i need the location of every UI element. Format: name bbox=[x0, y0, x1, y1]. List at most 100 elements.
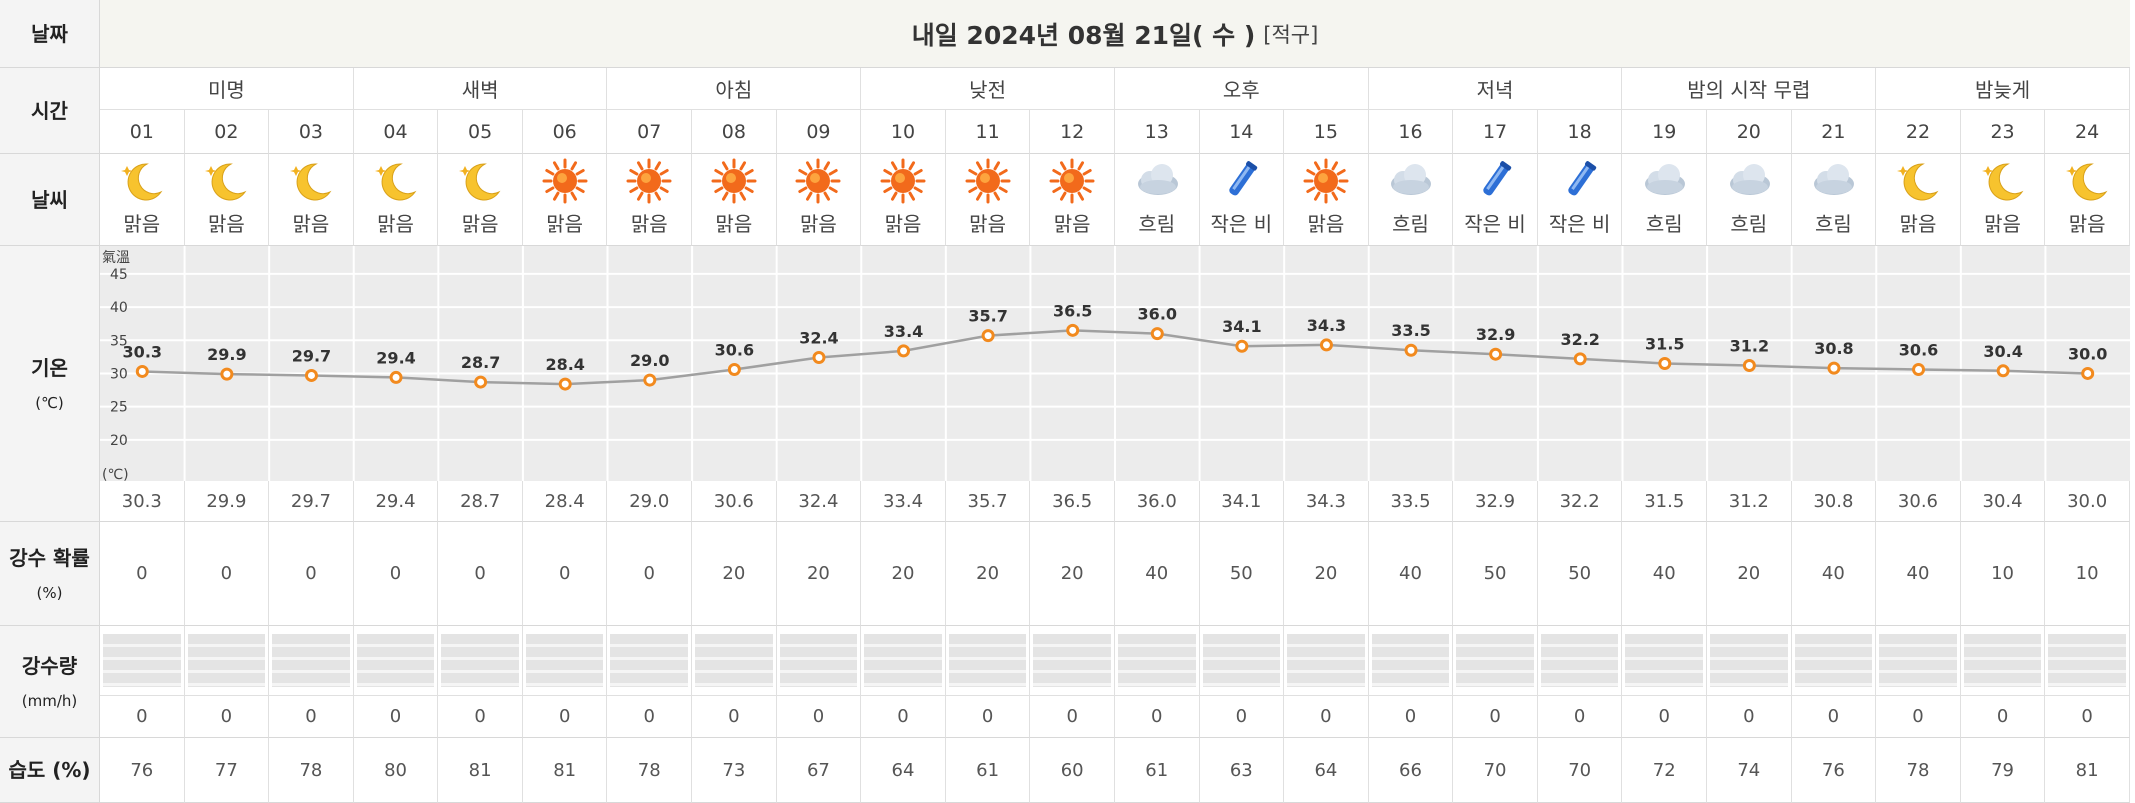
temperature-point-label: 28.4 bbox=[545, 355, 584, 374]
temperature-point bbox=[1996, 364, 2010, 378]
moon-icon bbox=[455, 158, 505, 204]
moon-icon bbox=[2062, 158, 2112, 204]
precip-amount-row-label: 강수량 (mm/h) bbox=[0, 626, 100, 738]
temperature-value: 32.2 bbox=[1537, 481, 1623, 522]
humidity-value: 78 bbox=[607, 738, 693, 803]
temperature-point bbox=[812, 351, 826, 365]
temperature-value: 30.8 bbox=[1791, 481, 1877, 522]
hour-cell: 10 bbox=[861, 110, 946, 154]
weather-cell: 맑음 bbox=[607, 154, 693, 246]
precip-amount-value: 0 bbox=[1114, 696, 1200, 738]
precip-bar-fill bbox=[1794, 634, 1873, 687]
hour-cell: 24 bbox=[2045, 110, 2130, 154]
y-tick-label: 25 bbox=[110, 400, 128, 416]
weather-cell: 맑음 bbox=[522, 154, 608, 246]
period-header: 새벽 bbox=[353, 68, 608, 110]
hour-cell: 03 bbox=[269, 110, 354, 154]
weather-cell: 맑음 bbox=[692, 154, 777, 246]
temperature-point-label: 30.6 bbox=[1899, 340, 1938, 359]
weather-cell: 맑음 bbox=[1960, 154, 2046, 246]
precip-prob-value: 10 bbox=[1960, 522, 2046, 626]
weather-desc: 맑음 bbox=[630, 212, 668, 236]
precip-bar-fill bbox=[1710, 634, 1788, 687]
humidity-value: 66 bbox=[1368, 738, 1454, 803]
cloud-icon bbox=[1385, 158, 1435, 204]
temperature-value: 33.4 bbox=[861, 481, 946, 522]
temperature-point-label: 30.6 bbox=[715, 340, 754, 359]
precip-bar-fill bbox=[103, 634, 181, 687]
precip-bar bbox=[945, 626, 1031, 696]
hour-cell: 19 bbox=[1622, 110, 1708, 154]
hour-cell: 23 bbox=[1960, 110, 2046, 154]
precip-bar-fill bbox=[272, 634, 350, 687]
precip-bar-fill bbox=[1456, 634, 1534, 687]
time-row-label: 시간 bbox=[0, 68, 100, 154]
precip-prob-label: 강수 확률 bbox=[9, 545, 90, 570]
weather-cell: 흐림 bbox=[1622, 154, 1708, 246]
weather-cell: 맑음 bbox=[776, 154, 862, 246]
humidity-value: 76 bbox=[100, 738, 185, 803]
hour-cell: 01 bbox=[100, 110, 185, 154]
period-header: 밤의 시작 무렵 bbox=[1622, 68, 1877, 110]
precip-prob-value: 40 bbox=[1876, 522, 1961, 626]
cloud-icon bbox=[1808, 158, 1858, 204]
weather-cell: 맑음 bbox=[1030, 154, 1115, 246]
temperature-value: 36.5 bbox=[1030, 481, 1115, 522]
temperature-point bbox=[1573, 352, 1587, 366]
humidity-value: 73 bbox=[692, 738, 777, 803]
temperature-point-label: 36.5 bbox=[1053, 301, 1092, 320]
precip-bar-fill bbox=[1117, 634, 1196, 687]
humidity-value: 70 bbox=[1537, 738, 1623, 803]
weather-desc: 맑음 bbox=[123, 212, 161, 236]
precip-amount-value: 0 bbox=[1707, 696, 1792, 738]
weather-cell: 맑음 bbox=[269, 154, 354, 246]
humidity-value: 67 bbox=[776, 738, 862, 803]
temperature-point-label: 29.4 bbox=[376, 348, 415, 367]
weather-desc: 맑음 bbox=[1307, 212, 1345, 236]
humidity-value: 63 bbox=[1199, 738, 1285, 803]
hour-cell: 08 bbox=[692, 110, 777, 154]
humidity-value: 81 bbox=[438, 738, 523, 803]
weather-desc: 맑음 bbox=[884, 212, 922, 236]
precip-amount-value: 0 bbox=[861, 696, 946, 738]
precip-bar-fill bbox=[2048, 634, 2126, 687]
temperature-point bbox=[1827, 361, 1841, 375]
temperature-value: 34.3 bbox=[1284, 481, 1369, 522]
weather-cell: 맑음 bbox=[353, 154, 439, 246]
temperature-point bbox=[1404, 343, 1418, 357]
precip-bar-fill bbox=[1879, 634, 1957, 687]
hour-cell: 17 bbox=[1453, 110, 1538, 154]
weather-desc: 흐림 bbox=[1814, 212, 1852, 236]
temperature-value: 30.6 bbox=[692, 481, 777, 522]
temperature-point-label: 35.7 bbox=[968, 307, 1007, 326]
precip-bar-fill bbox=[779, 634, 858, 687]
weather-cell: 작은 비 bbox=[1453, 154, 1538, 246]
temperature-point-label: 29.0 bbox=[630, 351, 669, 370]
hour-cell: 18 bbox=[1537, 110, 1623, 154]
precip-bar-fill bbox=[948, 634, 1027, 687]
precip-bar-fill bbox=[1625, 634, 1704, 687]
weather-cell: 작은 비 bbox=[1537, 154, 1623, 246]
precip-bar bbox=[1791, 626, 1877, 696]
precip-amount-value: 0 bbox=[1876, 696, 1961, 738]
temperature-point-label: 29.7 bbox=[292, 346, 331, 365]
precip-amount-value: 0 bbox=[184, 696, 270, 738]
humidity-value: 61 bbox=[1114, 738, 1200, 803]
precip-bar-fill bbox=[525, 634, 604, 687]
weather-desc: 맑음 bbox=[1053, 212, 1091, 236]
temperature-value: 30.3 bbox=[100, 481, 185, 522]
temperature-value: 32.4 bbox=[776, 481, 862, 522]
temperature-point bbox=[1489, 347, 1503, 361]
precip-amount-value: 0 bbox=[522, 696, 608, 738]
weather-desc: 작은 비 bbox=[1548, 212, 1611, 236]
region-link[interactable]: [적구] bbox=[1263, 22, 1319, 47]
precip-bar bbox=[1707, 626, 1792, 696]
hour-cell: 12 bbox=[1030, 110, 1115, 154]
precip-amount-unit: (mm/h) bbox=[21, 691, 78, 710]
humidity-row-label: 습도 (%) bbox=[0, 738, 100, 803]
temperature-point-label: 29.9 bbox=[207, 345, 246, 364]
weather-cell: 맑음 bbox=[945, 154, 1031, 246]
moon-icon bbox=[286, 158, 336, 204]
humidity-value: 64 bbox=[861, 738, 946, 803]
sun-icon bbox=[709, 158, 759, 204]
